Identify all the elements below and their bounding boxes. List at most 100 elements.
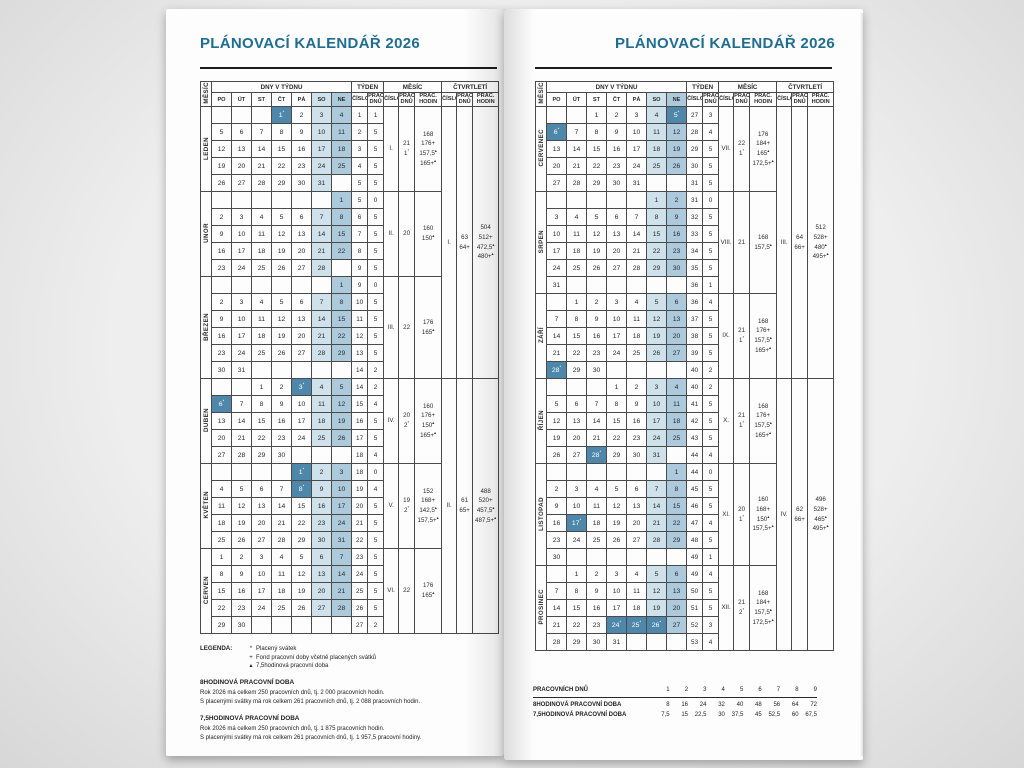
day-cell: 13 <box>606 225 627 243</box>
day-cell: 20 <box>311 582 332 600</box>
day-cell: 21 <box>626 242 647 260</box>
day-cell: 30 <box>546 548 567 566</box>
week-workdays-cell: 5 <box>367 242 385 260</box>
day-cell: 21 <box>311 327 332 345</box>
day-cell: 18 <box>586 514 607 532</box>
day-cell: 31 <box>546 276 567 294</box>
day-cell <box>646 463 667 481</box>
day-cell: 10 <box>311 123 332 141</box>
day-header: ST <box>586 92 607 107</box>
day-cell <box>566 463 587 481</box>
day-cell <box>311 191 332 209</box>
week-workdays-cell: 5 <box>702 582 720 600</box>
week-number-cell: 17 <box>351 429 369 447</box>
day-cell: 9 <box>606 123 627 141</box>
day-cell: 10 <box>291 395 312 413</box>
day-cell: 18 <box>211 514 232 532</box>
week-number-cell: 11 <box>351 310 369 328</box>
calendar-table-second-half: MĚSÍC DNY V TÝDNU TÝDEN MĚSÍC ČTVRTLETÍ P… <box>535 81 835 651</box>
week-workdays-cell: 5 <box>702 242 720 260</box>
day-cell: 22 <box>606 429 627 447</box>
day-cell: 13 <box>546 140 567 158</box>
week-number-cell: 5 <box>351 191 369 209</box>
day-header: PÁ <box>291 92 312 107</box>
day-cell: 18 <box>311 412 332 430</box>
day-cell: 16 <box>586 599 607 617</box>
workdays-value-cell: 7 <box>761 685 781 698</box>
day-cell: 21 <box>330 582 353 600</box>
day-header: SO <box>646 92 667 107</box>
day-cell: 13 <box>665 582 688 600</box>
prac-dnu-header: PRAC. DNŮ <box>791 92 809 107</box>
day-cell: 24 <box>606 344 627 362</box>
workdays-row-label: 7,5HODINOVÁ PRACOVNÍ DOBA <box>533 712 627 718</box>
day-cell: 15 <box>251 412 272 430</box>
day-cell: 16 <box>665 225 688 243</box>
week-number-cell: 16 <box>351 412 369 430</box>
month-workdays-cell: 21 2* <box>733 565 751 651</box>
day-cell: 7 <box>231 395 252 413</box>
day-cell: 31 <box>646 446 667 464</box>
week-workdays-cell: 5 <box>702 395 720 413</box>
day-cell: 17* <box>566 514 587 532</box>
month-hours-cell: 176 184+ 165▴ 172,5+▴ <box>749 106 778 192</box>
day-cell: 20 <box>626 514 647 532</box>
day-cell: 31 <box>330 531 353 549</box>
summary-8h-line2: S placenými svátky má rok celkem 261 pra… <box>200 699 421 706</box>
day-cell: 16 <box>606 140 627 158</box>
day-cell: 22 <box>646 242 667 260</box>
day-cell: 19 <box>646 599 667 617</box>
day-cell: 24 <box>546 259 567 277</box>
day-cell <box>291 191 312 209</box>
day-cell: 1 <box>646 191 667 209</box>
day-cell <box>566 378 587 396</box>
day-cell: 11 <box>251 310 272 328</box>
day-cell: 30 <box>211 361 232 379</box>
quarter-hours-cell: 512 528+ 480▴ 495+▴ <box>807 106 835 379</box>
workdays-value-cell: 1 <box>651 685 670 698</box>
day-cell: 3 <box>606 293 627 311</box>
week-number-cell: 18 <box>351 446 369 464</box>
day-cell: 23 <box>291 157 312 175</box>
day-cell: 10 <box>231 225 252 243</box>
day-cell <box>546 191 567 209</box>
day-cell <box>646 276 667 294</box>
legend-item: * Placený svátek <box>246 645 376 654</box>
day-cell: 30 <box>231 616 252 634</box>
week-workdays-cell: 5 <box>367 208 385 226</box>
day-cell <box>211 191 232 209</box>
day-cell: 30 <box>626 446 647 464</box>
day-cell: 19 <box>291 582 312 600</box>
day-cell: 18 <box>626 327 647 345</box>
day-cell <box>311 446 332 464</box>
day-cell <box>646 548 667 566</box>
day-cell: 13 <box>211 412 232 430</box>
week-workdays-cell: 5 <box>367 123 385 141</box>
day-cell <box>231 463 252 481</box>
day-cell: 25 <box>271 599 292 617</box>
day-cell <box>566 276 587 294</box>
workdays-value-cell: 30 <box>718 712 725 718</box>
day-cell <box>271 463 292 481</box>
day-cell: 1 <box>665 463 688 481</box>
month-workdays-cell: 22 <box>398 276 416 379</box>
day-cell: 1* <box>291 463 312 481</box>
day-cell: 9 <box>231 565 252 583</box>
week-workdays-cell: 4 <box>702 446 720 464</box>
day-cell: 27 <box>311 599 332 617</box>
week-number-cell: 12 <box>351 327 369 345</box>
week-workdays-cell: 5 <box>702 208 720 226</box>
week-workdays-cell: 5 <box>367 548 385 566</box>
day-cell <box>271 191 292 209</box>
day-cell: 14 <box>566 140 587 158</box>
day-cell: 19 <box>646 327 667 345</box>
day-cell: 17 <box>330 497 353 515</box>
day-cell: 12 <box>646 310 667 328</box>
week-workdays-cell: 4 <box>702 633 720 651</box>
day-cell <box>231 191 252 209</box>
week-workdays-cell: 0 <box>367 276 385 294</box>
day-cell <box>665 446 688 464</box>
day-cell <box>665 361 688 379</box>
day-cell: 4 <box>251 293 272 311</box>
workdays-value-cell: 6 <box>743 685 762 698</box>
